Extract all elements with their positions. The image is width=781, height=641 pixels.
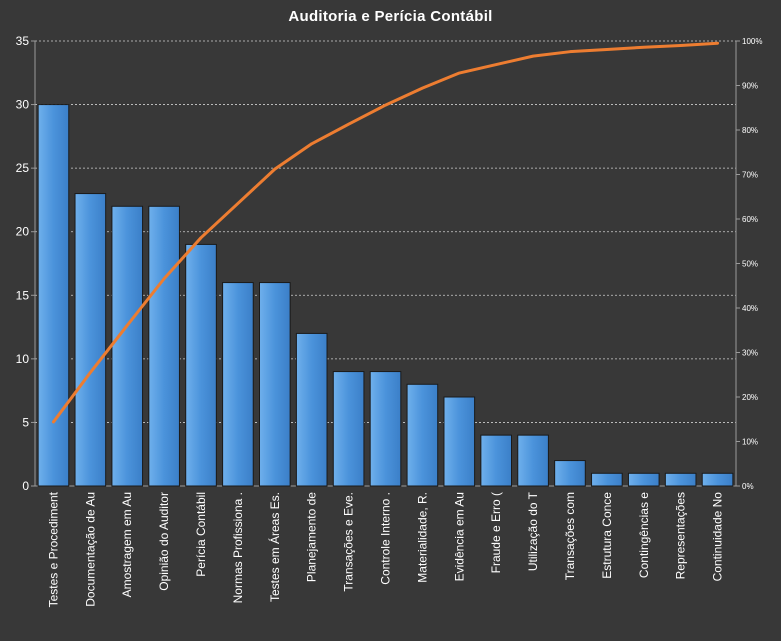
y-tick-label: 10 xyxy=(16,352,30,366)
y-tick-label: 20 xyxy=(16,225,30,239)
line-point xyxy=(531,54,535,58)
line-point xyxy=(273,167,277,171)
line-point xyxy=(52,420,55,424)
category-label: Continuidade No xyxy=(711,492,725,582)
bar xyxy=(74,193,107,487)
y-tick-label: 15 xyxy=(16,288,30,302)
category-label: Opinião do Auditor xyxy=(157,492,171,591)
category-label: Amostragem em Au xyxy=(120,492,134,597)
bar xyxy=(664,472,697,487)
line-point xyxy=(89,371,92,374)
y-tick-label: 35 xyxy=(16,34,30,48)
bar xyxy=(222,282,254,487)
bar xyxy=(591,472,623,487)
y2-tick-label: 40% xyxy=(742,304,758,313)
category-label: Normas Profissiona . xyxy=(231,492,245,603)
line-point xyxy=(568,50,572,53)
bar xyxy=(443,396,476,487)
bar xyxy=(185,243,217,487)
category-label: Testes em Áreas Es. xyxy=(267,492,282,602)
y-tick-label: 5 xyxy=(22,415,29,429)
y-tick-label: 25 xyxy=(16,161,30,175)
category-label: Representações xyxy=(674,492,688,579)
line-point xyxy=(126,324,129,327)
category-label: Fraude e Erro ( xyxy=(489,492,503,573)
bar xyxy=(369,371,402,487)
y-tick-label: 30 xyxy=(16,98,30,112)
y2-tick-label: 100% xyxy=(742,37,762,46)
bar xyxy=(627,472,660,487)
line-point xyxy=(642,46,645,49)
category-label: Documentação de Au xyxy=(83,492,97,607)
category-label: Transações com xyxy=(563,492,577,580)
bar xyxy=(111,205,144,487)
bar xyxy=(554,460,586,487)
y2-tick-label: 70% xyxy=(742,171,758,180)
line-point xyxy=(494,63,498,66)
line-point xyxy=(236,202,240,205)
bar xyxy=(295,332,328,487)
line-point xyxy=(347,123,350,126)
category-label: Controle Interno . xyxy=(379,492,393,585)
bar xyxy=(480,434,512,487)
y2-tick-label: 90% xyxy=(742,82,758,91)
y-tick-label: 0 xyxy=(22,479,29,493)
category-label: Contingências e xyxy=(637,492,651,578)
category-label: Perícia Contábil xyxy=(194,492,208,577)
bar xyxy=(37,104,70,487)
category-label: Estrutura Conce xyxy=(600,492,614,579)
bar xyxy=(332,371,365,487)
line-point xyxy=(605,48,609,51)
category-label: Evidência em Au xyxy=(452,492,466,581)
bar xyxy=(517,434,549,487)
line-point xyxy=(421,86,424,90)
y2-tick-label: 30% xyxy=(742,349,758,358)
category-label: Planejamento de xyxy=(305,492,319,582)
line-point xyxy=(679,44,682,47)
bar xyxy=(701,472,734,487)
line-point xyxy=(716,42,719,45)
category-label: Utilização do T xyxy=(526,491,540,571)
bar xyxy=(406,383,439,487)
category-label: Materialidade, R. xyxy=(415,492,429,583)
chart-title: Auditoria e Perícia Contábil xyxy=(288,8,493,25)
category-label: Testes e Procediment xyxy=(46,491,60,607)
line-point xyxy=(384,103,387,107)
y2-tick-label: 50% xyxy=(742,260,758,269)
y2-tick-label: 10% xyxy=(742,438,758,447)
line-point xyxy=(162,277,166,280)
line-point xyxy=(310,142,313,145)
category-label: Transações e Eve. xyxy=(342,492,356,592)
y2-tick-label: 0% xyxy=(742,482,754,491)
bar xyxy=(148,205,180,487)
bar xyxy=(259,282,291,487)
y2-tick-label: 60% xyxy=(742,215,758,224)
y2-tick-label: 80% xyxy=(742,126,758,135)
line-point xyxy=(199,236,203,239)
y2-tick-label: 20% xyxy=(742,393,758,402)
line-point xyxy=(458,71,461,75)
